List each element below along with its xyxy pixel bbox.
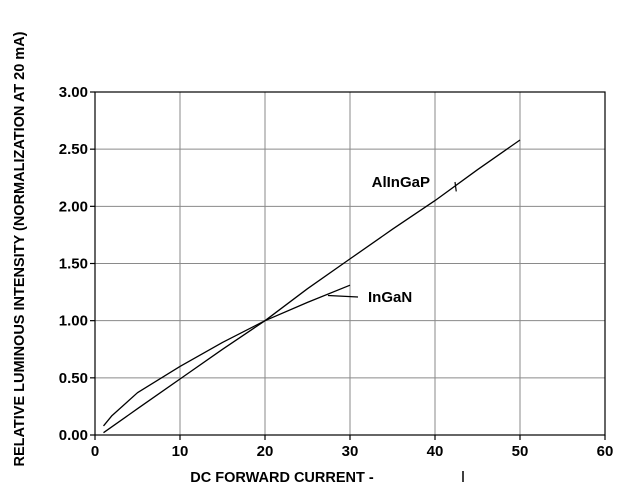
x-tick-label: 40 [427,443,444,460]
grid [95,92,605,435]
y-tick-label: 3.00 [59,84,88,101]
x-tick-label: 50 [512,443,529,460]
x-tick-label: 60 [597,443,614,460]
leader-line-alingap [454,181,457,192]
y-tick-label: 0.50 [59,370,88,387]
y-tick-label: 1.00 [59,313,88,330]
leader-line-ingan [327,294,359,298]
y-tick-label: 0.00 [59,427,88,444]
series-labels: AlInGaP InGaN [327,174,457,306]
series-label-ingan: InGaN [368,289,412,306]
series-line-alingap [103,139,521,434]
y-tick-label: 2.50 [59,141,88,158]
x-tick-label: 10 [172,443,189,460]
y-tick-label: 1.50 [59,256,88,273]
x-axis-label: DC FORWARD CURRENT - [190,470,374,486]
y-tick-label: 2.00 [59,198,88,215]
tick-layer: 0 10 20 30 40 50 60 0.00 0.50 1.00 1.50 2.00 2.50 3.0… [59,84,614,460]
x-tick-label: 20 [257,443,274,460]
x-tick-label: 30 [342,443,359,460]
x-tick-label: 0 [91,443,99,460]
series-label-alingap: AlInGaP [372,174,430,191]
y-axis-label: RELATIVE LUMINOUS INTENSITY (NORMALIZATI… [12,31,28,466]
series-layer [102,139,521,434]
series-line-ingan [102,284,351,427]
